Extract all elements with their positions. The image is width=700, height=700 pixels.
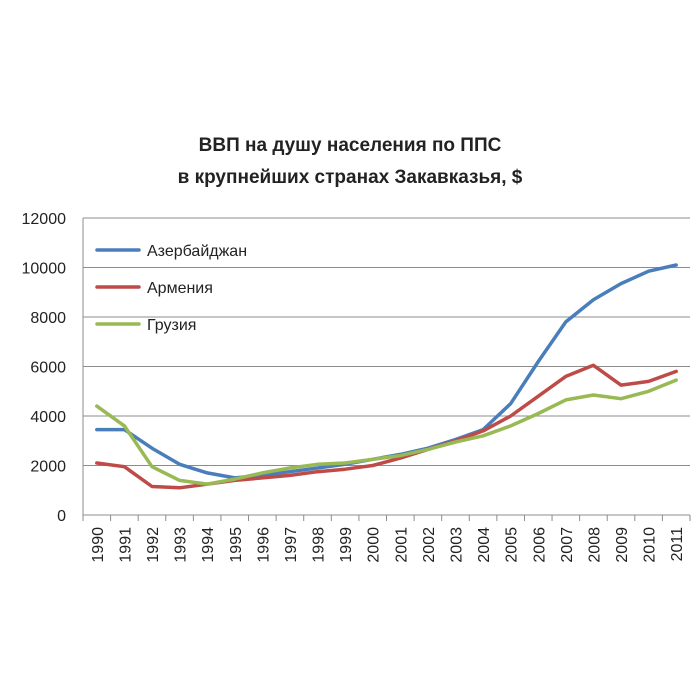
y-tick-label: 2000	[30, 459, 66, 476]
series-lines	[95, 263, 678, 490]
x-tick-label: 1990	[90, 527, 107, 563]
legend-label: Азербайджан	[147, 243, 247, 260]
chart-title-line1: ВВП на душу населения по ППС	[199, 135, 502, 156]
legend: Азербайджан Армения Грузия	[95, 243, 247, 334]
y-tick-label: 10000	[22, 261, 67, 278]
x-tick-label: 2000	[366, 527, 383, 563]
x-tick-label: 1998	[311, 527, 328, 563]
x-tick-label: 2009	[614, 527, 631, 563]
x-tick-label: 2004	[476, 527, 493, 563]
x-tick-label: 1996	[255, 527, 272, 563]
y-tick-label: 12000	[22, 211, 67, 228]
x-tick-label: 2011	[669, 527, 686, 562]
legend-label: Армения	[147, 280, 213, 297]
x-tick-label: 2002	[421, 527, 438, 563]
x-tick-label: 1992	[145, 527, 162, 563]
x-tick-label: 2005	[504, 527, 521, 563]
x-tick-label: 1997	[283, 527, 300, 563]
series-line	[95, 363, 678, 490]
gridlines	[83, 217, 690, 516]
x-tick-label: 1999	[338, 527, 355, 563]
x-tick-label: 2010	[642, 527, 659, 563]
x-tick-label: 2001	[393, 527, 410, 563]
x-tick-label: 2008	[586, 527, 603, 563]
x-tick-label: 2007	[559, 527, 576, 563]
x-tick-label: 1991	[117, 527, 134, 563]
series-line	[95, 378, 678, 486]
y-tick-label: 6000	[30, 360, 66, 377]
chart-title-line2: в крупнейших странах Закавказья, $	[178, 167, 523, 188]
x-tick-label: 1995	[228, 527, 245, 563]
x-tick-label: 2006	[531, 527, 548, 563]
axes: 0 2000 4000 6000 8000 10000 12000 1990 1991 1992 1…	[22, 211, 691, 563]
x-tick-label: 2003	[448, 527, 465, 563]
y-tick-label: 8000	[30, 310, 66, 327]
x-tick-label: 1994	[200, 527, 217, 563]
y-tick-label: 0	[57, 508, 66, 525]
y-tick-label: 4000	[30, 409, 66, 426]
legend-label: Грузия	[147, 317, 196, 334]
x-tick-label: 1993	[173, 527, 190, 563]
